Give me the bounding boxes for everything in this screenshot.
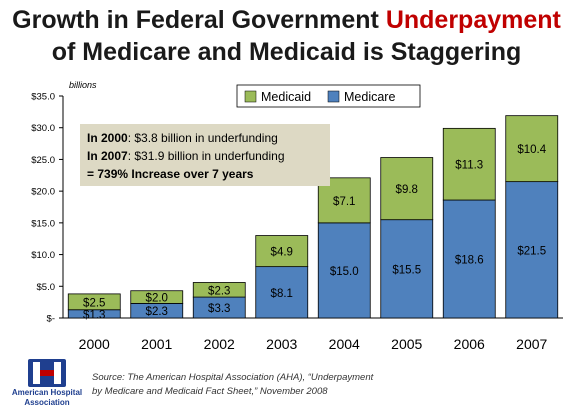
bar-medicaid: [505, 115, 559, 183]
bar-medicaid: [67, 293, 121, 311]
source-note: Source: The American Hospital Associatio…: [92, 371, 373, 399]
x-tick-label: 2000: [79, 336, 110, 352]
y-tick-label: $30.0: [31, 123, 55, 134]
bar-label-medicaid: $2.5: [83, 297, 105, 309]
bar-medicare: [442, 199, 496, 319]
bar-label-medicaid: $2.3: [208, 285, 230, 297]
callout-box: [80, 124, 330, 186]
bar-medicaid: [130, 290, 184, 304]
bar-label-medicaid: $7.1: [333, 196, 355, 208]
bar-label-medicare: $3.3: [208, 303, 230, 315]
x-tick-label: 2005: [391, 336, 422, 352]
bar-medicare: [317, 222, 371, 319]
y-tick-label: $20.0: [31, 187, 55, 198]
title-line1-highlight: Underpayment: [385, 6, 561, 34]
title-line2: of Medicare and Medicaid is Staggering: [51, 38, 522, 66]
callout-line-increase: = 739% Increase over 7 years: [87, 167, 254, 181]
bar-label-medicaid: $4.9: [271, 247, 293, 259]
bar-label-medicare: $1.3: [83, 309, 105, 321]
x-tick-label: 2003: [266, 336, 297, 352]
y-tick-label: $25.0: [31, 155, 55, 166]
y-tick-label: $35.0: [31, 92, 55, 103]
bar-label-medicare: $15.5: [392, 264, 421, 276]
logo-line2: Association: [24, 398, 70, 407]
y-tick-label: $-: [47, 314, 55, 325]
title-line1-plain: Growth in Federal Government: [12, 6, 386, 34]
bar-medicaid: [255, 235, 309, 268]
aha-h-icon: [28, 359, 66, 387]
bar-label-medicare: $15.0: [330, 266, 359, 278]
y-tick-label: $10.0: [31, 250, 55, 261]
bar-medicaid: [192, 282, 246, 298]
callout-line-2007: In 2007: $31.9 billion in underfunding: [87, 149, 285, 163]
bar-medicare: [505, 181, 559, 319]
callout-line-2000: In 2000: $3.8 billion in underfunding: [87, 131, 278, 145]
x-tick-label: 2002: [204, 336, 235, 352]
bar-medicare: [255, 266, 309, 319]
x-tick-label: 2006: [454, 336, 485, 352]
bar-medicare: [380, 219, 434, 319]
legend-swatch-medicare: [327, 90, 340, 103]
bar-label-medicaid: $2.0: [146, 293, 168, 305]
chart-title: Growth in Federal Government Underpaymen…: [0, 4, 573, 68]
bar-label-medicare: $21.5: [517, 245, 546, 257]
source-line2: by Medicare and Medicaid Fact Sheet,” No…: [92, 386, 328, 397]
bar-label-medicaid: $11.3: [455, 160, 483, 172]
legend-swatch-medicaid: [244, 90, 257, 103]
bar-label-medicaid: $9.8: [396, 184, 418, 196]
bar-label-medicare: $8.1: [271, 288, 293, 300]
bar-medicaid: [380, 157, 434, 221]
y-tick-label: $15.0: [31, 218, 55, 229]
x-tick-label: 2001: [141, 336, 172, 352]
y-tick-label: $5.0: [37, 282, 56, 293]
source-line1: Source: The American Hospital Associatio…: [92, 372, 374, 383]
logo-line1: American Hospital: [11, 388, 83, 397]
x-tick-label: 2007: [516, 336, 547, 352]
bar-label-medicare: $2.3: [146, 306, 168, 318]
bar-label-medicaid: $10.4: [517, 144, 546, 156]
y-unit-label: billions: [69, 80, 97, 90]
aha-logo: American Hospital Association: [4, 358, 90, 412]
legend-label-medicare: Medicare: [344, 90, 395, 104]
x-tick-label: 2004: [329, 336, 360, 352]
legend-label-medicaid: Medicaid: [261, 90, 311, 104]
bar-medicaid: [442, 127, 496, 201]
bar-label-medicare: $18.6: [455, 255, 484, 267]
